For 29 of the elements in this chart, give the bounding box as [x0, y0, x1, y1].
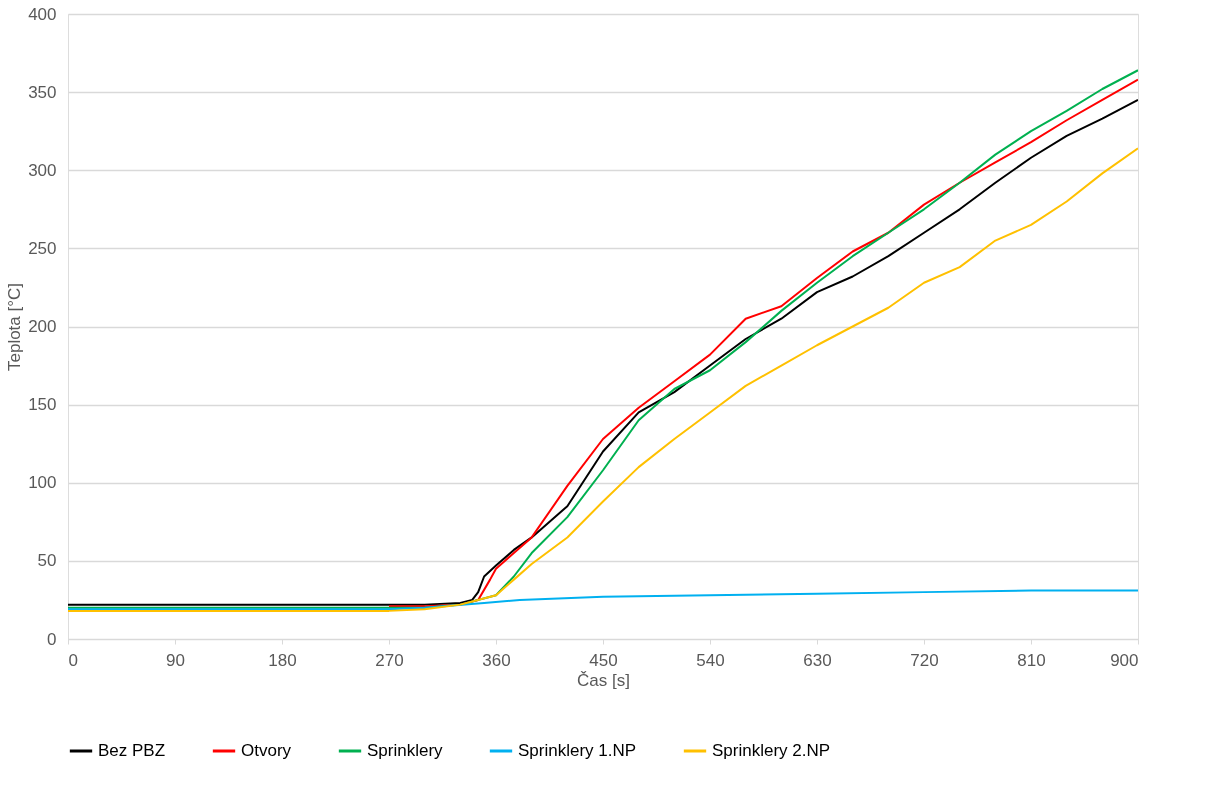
- y-tick-label: 350: [28, 82, 57, 102]
- x-tick-label: 900: [1110, 650, 1139, 670]
- y-tick-label: 400: [28, 4, 57, 24]
- y-tick-label: 200: [28, 317, 57, 336]
- line-series: [68, 589, 1138, 611]
- x-tick-label: 270: [375, 650, 404, 670]
- y-tick-label: 300: [28, 160, 57, 180]
- x-tick-label: 360: [482, 650, 511, 670]
- x-tick-label: 180: [268, 650, 297, 670]
- legend-label: Sprinklery 1.NP: [518, 741, 637, 760]
- legend-label: Sprinklery: [367, 741, 444, 760]
- y-tick-label: 150: [28, 395, 57, 415]
- y-tick-label: 100: [28, 473, 57, 493]
- y-tick-label: 250: [28, 238, 57, 258]
- x-tick-label: 810: [1017, 650, 1046, 670]
- legend-label: Otvory: [241, 741, 292, 760]
- legend-label: Bez PBZ: [98, 741, 166, 760]
- y-axis-title: Teplota [°C]: [5, 282, 25, 372]
- line-series: [388, 78, 1138, 608]
- y-tick-label: 50: [37, 551, 57, 571]
- x-tick-label: 720: [910, 650, 939, 670]
- y-tick-label: 0: [47, 629, 57, 649]
- x-axis-title: Čas [s]: [577, 670, 630, 690]
- x-tick-label: 90: [166, 650, 185, 670]
- x-tick-label: 540: [696, 650, 725, 670]
- x-tick-label: 450: [589, 650, 618, 670]
- x-tick-label: 0: [68, 650, 78, 670]
- legend-label: Sprinklery 2.NP: [712, 741, 831, 760]
- x-tick-label: 630: [803, 650, 832, 670]
